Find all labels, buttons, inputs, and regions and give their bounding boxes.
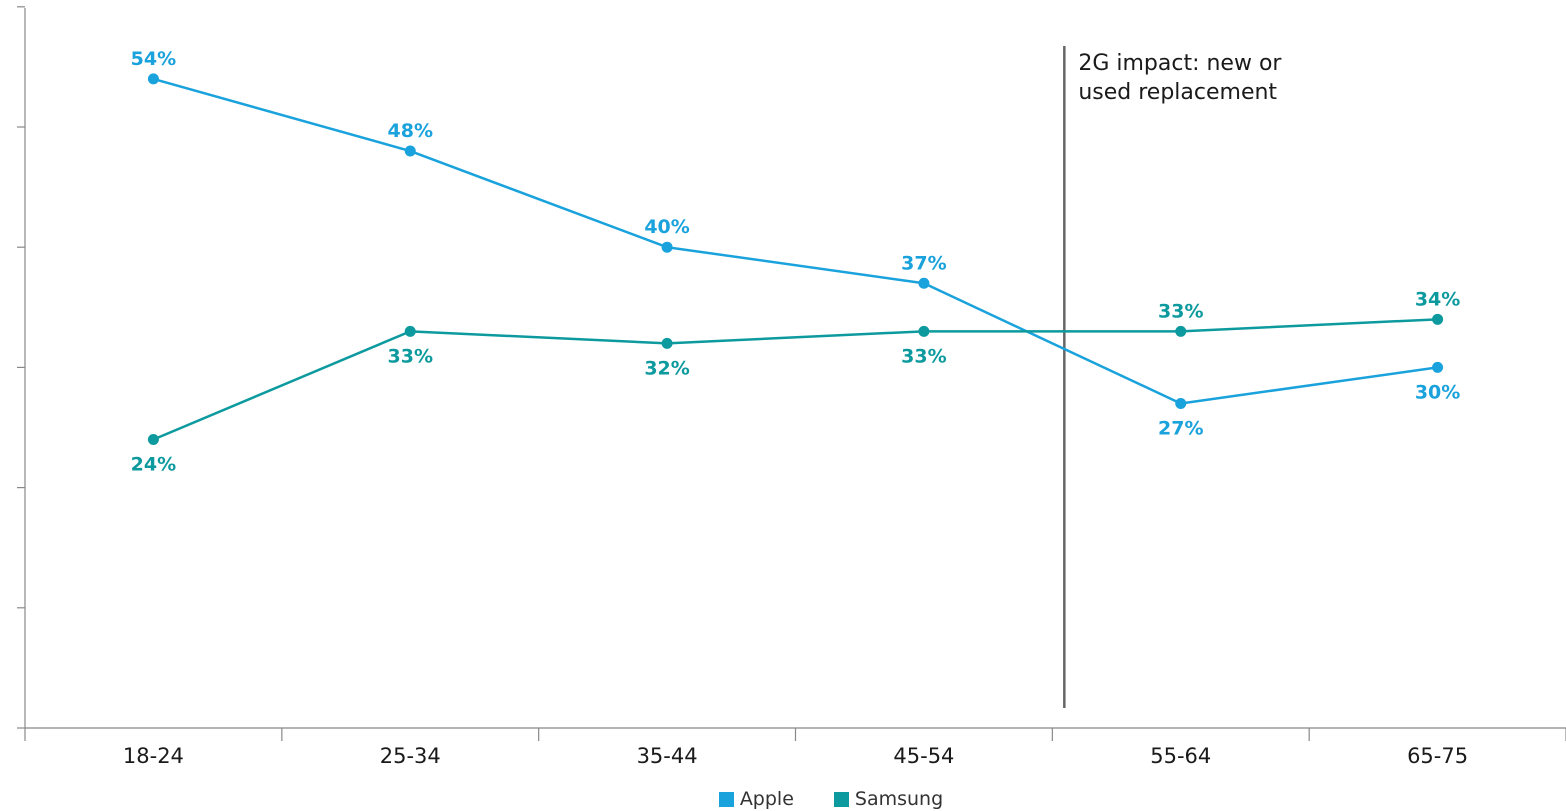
annotation-text-line-2: used replacement (1078, 80, 1277, 105)
x-tick-label: 45-54 (893, 744, 954, 768)
data-label-apple: 37% (901, 252, 946, 274)
annotation-text: 2G impact: new or used replacement (1078, 51, 1288, 105)
legend-label-samsung: Samsung (854, 788, 944, 810)
data-point-apple[interactable] (918, 277, 930, 289)
data-label-samsung: 33% (1158, 300, 1203, 322)
x-tick-label: 25-34 (380, 744, 441, 768)
x-tick-labels: 18-24 25-34 35-44 45-54 55-64 65-75 (123, 744, 1468, 768)
annotation: 2G impact: new or used replacement (1063, 46, 1288, 708)
series-line-samsung (152, 318, 1438, 441)
data-point-samsung[interactable] (661, 337, 673, 349)
legend-item-apple[interactable]: Apple (718, 787, 794, 811)
data-point-samsung[interactable] (404, 325, 416, 337)
data-label-apple: 40% (644, 216, 689, 238)
series-points (147, 73, 1444, 446)
x-tick-label: 18-24 (123, 744, 184, 768)
annotation-text-line-1: 2G impact: new or (1078, 51, 1282, 76)
x-tick-label: 55-64 (1150, 744, 1211, 768)
legend-swatch-apple (718, 791, 734, 807)
data-labels: 54% 48% 40% 37% 27% 30% 24% 33% 32% 33% 33% 34% (131, 48, 1461, 476)
data-point-samsung[interactable] (1175, 325, 1187, 337)
data-label-apple: 54% (131, 48, 176, 70)
series-line-apple (153, 77, 1438, 405)
legend-swatch-samsung (833, 791, 849, 807)
data-point-apple[interactable] (404, 145, 416, 157)
data-label-samsung: 32% (644, 357, 689, 379)
x-tick-label: 65-75 (1407, 744, 1468, 768)
x-tick-label: 35-44 (637, 744, 698, 768)
data-label-apple: 48% (388, 120, 433, 142)
legend-label-apple: Apple (739, 788, 794, 810)
data-label-samsung: 33% (901, 345, 946, 367)
data-label-apple: 27% (1158, 417, 1203, 439)
data-label-samsung: 34% (1415, 288, 1460, 310)
data-point-apple[interactable] (661, 241, 673, 253)
legend-item-samsung[interactable]: Samsung (833, 787, 944, 811)
axes (17, 6, 1566, 741)
series-lines (152, 77, 1438, 441)
legend: Apple Samsung (0, 787, 1566, 811)
data-label-apple: 30% (1415, 381, 1460, 403)
data-label-samsung: 24% (131, 454, 176, 476)
data-point-samsung[interactable] (1432, 313, 1444, 325)
data-point-apple[interactable] (1175, 397, 1187, 409)
data-point-apple[interactable] (147, 73, 159, 85)
data-point-samsung[interactable] (147, 434, 159, 446)
data-label-samsung: 33% (388, 345, 433, 367)
data-point-apple[interactable] (1432, 361, 1444, 373)
data-point-samsung[interactable] (918, 325, 930, 337)
